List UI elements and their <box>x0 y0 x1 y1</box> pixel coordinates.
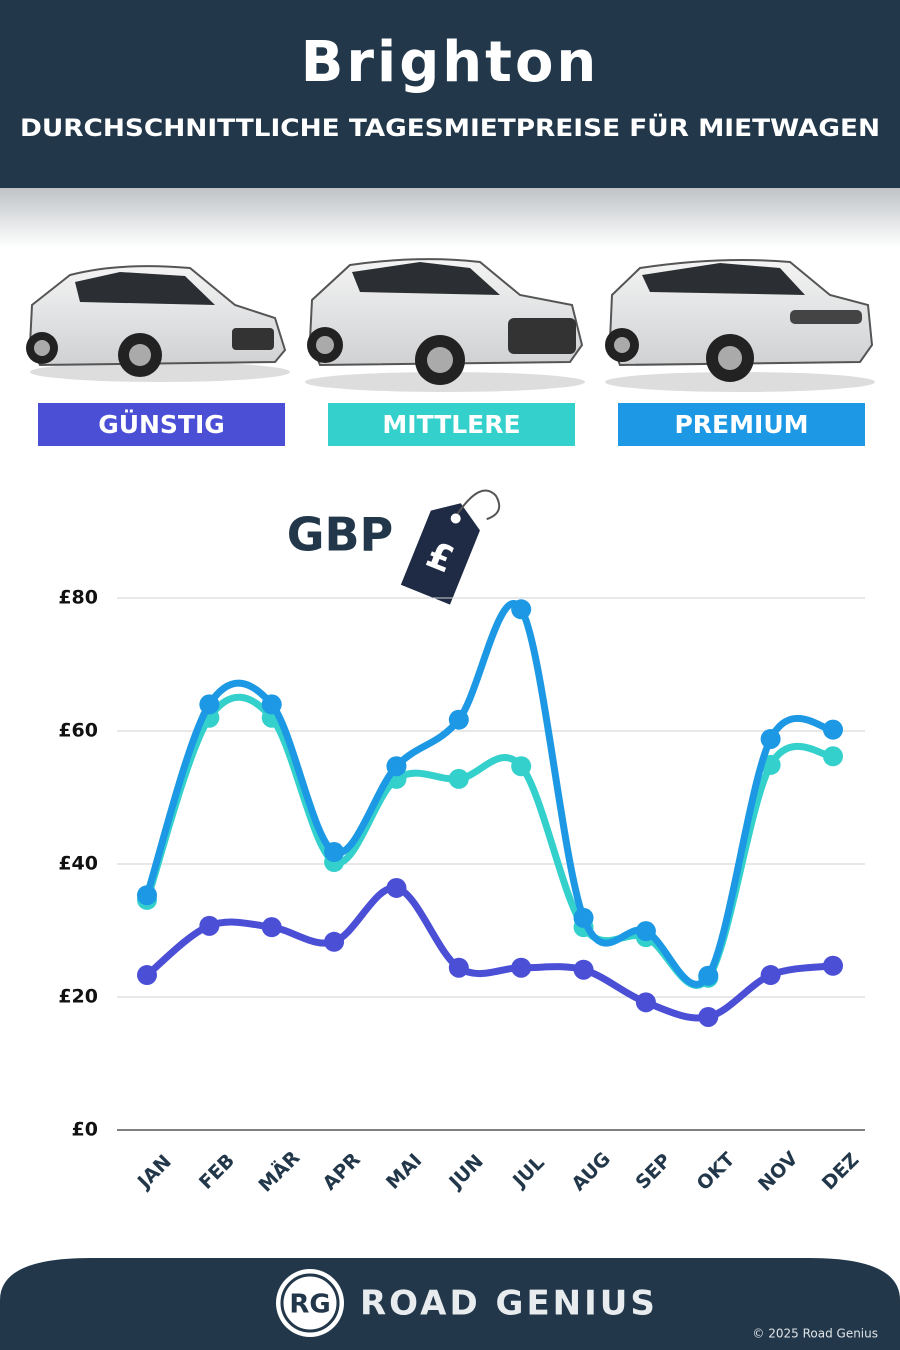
logo-badge <box>276 1269 344 1337</box>
data-point <box>823 746 843 767</box>
data-point <box>511 599 532 620</box>
data-point <box>573 959 594 980</box>
data-point <box>635 921 656 942</box>
x-tick-label: AUG <box>567 1148 614 1195</box>
data-point <box>511 756 532 777</box>
data-point <box>635 992 656 1013</box>
x-tick-label: FEB <box>195 1150 239 1194</box>
data-point <box>448 709 469 730</box>
car-premium <box>605 259 875 392</box>
brand: ROAD GENIUS <box>360 1284 658 1324</box>
y-tick-label: £60 <box>58 720 98 742</box>
data-point <box>448 957 469 978</box>
footer-bg <box>0 1258 900 1350</box>
legend-swatch <box>618 403 865 446</box>
x-tick-label: NOV <box>754 1147 802 1195</box>
data-point <box>324 842 345 863</box>
currency-annotation: GBP <box>287 508 394 562</box>
line-chart: £0 £20 £40 £60 £80 JAN FEB MÄR APR MAI JUN JUL AUG SE… <box>58 587 865 1196</box>
data-point <box>261 694 282 715</box>
car-mid <box>305 258 585 392</box>
data-point <box>386 756 407 777</box>
data-point <box>698 1006 719 1027</box>
x-tick-label: OKT <box>693 1148 740 1195</box>
x-tick-label: APR <box>319 1148 365 1194</box>
header-shadow <box>0 188 900 248</box>
legend-label: PREMIUM <box>674 410 808 439</box>
data-point <box>511 957 532 978</box>
data-point <box>386 877 407 898</box>
data-point <box>261 917 282 938</box>
legend-label: GÜNSTIG <box>98 409 225 439</box>
logo-text: RG <box>289 1290 330 1320</box>
series-line <box>143 693 837 989</box>
y-tick-label: £0 <box>72 1119 98 1141</box>
y-tick-label: £20 <box>58 986 98 1008</box>
data-point <box>698 965 719 986</box>
header-bg <box>0 0 900 188</box>
y-tick-label: £80 <box>58 587 98 609</box>
x-tick-label: JUL <box>507 1152 548 1193</box>
x-tick-label: MAI <box>382 1149 426 1193</box>
data-point <box>448 768 469 789</box>
x-tick-label: JAN <box>132 1151 176 1195</box>
x-tick-label: DEZ <box>818 1149 864 1195</box>
copyright: © 2025 Road Genius <box>752 1327 878 1341</box>
data-point <box>137 885 157 906</box>
price-tag: £ <box>400 489 501 605</box>
legend-label: MITTLERE <box>382 410 520 439</box>
data-point <box>823 955 843 976</box>
data-point <box>823 719 843 740</box>
x-tick-label: JUN <box>444 1150 488 1194</box>
y-tick-label: £40 <box>58 853 98 875</box>
data-point <box>137 965 157 986</box>
title: Brighton <box>301 30 600 95</box>
data-point <box>324 931 345 952</box>
data-point <box>199 915 220 936</box>
legend-swatch <box>38 403 285 446</box>
x-tick-label: SEP <box>631 1149 675 1193</box>
x-tick-label: MÄR <box>253 1145 304 1196</box>
legend-swatch <box>328 403 575 446</box>
data-point <box>199 694 220 715</box>
data-point <box>760 728 781 749</box>
data-point <box>573 907 594 928</box>
car-economy <box>26 265 290 382</box>
subtitle: DURCHSCHNITTLICHE TAGESMIETPREISE FÜR MI… <box>20 112 880 142</box>
data-point <box>760 965 781 986</box>
logo-ring <box>280 1273 340 1333</box>
